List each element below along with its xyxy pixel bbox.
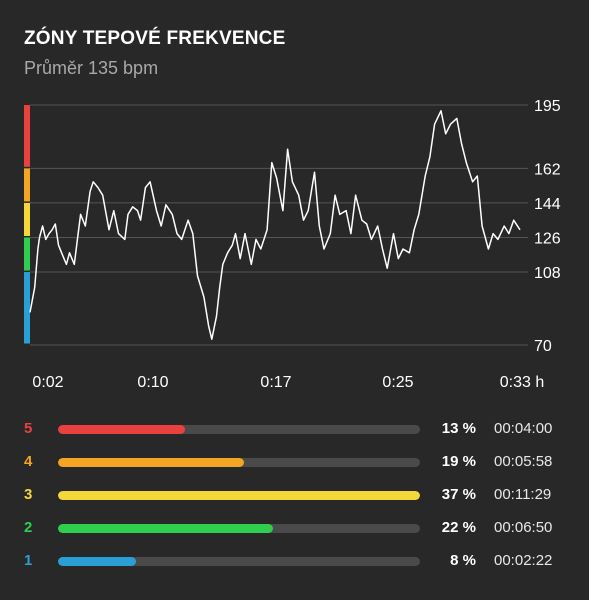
y-tick-label: 70 — [534, 338, 552, 355]
zone-row-2: 2 22 % 00:06:50 — [0, 511, 589, 544]
zone-row-4: 4 19 % 00:05:58 — [0, 445, 589, 478]
zone-progress-track — [58, 557, 420, 566]
zone-row-5: 5 13 % 00:04:00 — [0, 412, 589, 445]
heart-rate-chart: 70 108 126 144 162 195 0:02 0:10 0:17 0:25 0:33 h — [24, 98, 561, 391]
y-tick-label: 108 — [534, 265, 561, 282]
zone-strip-segment-3 — [24, 202, 30, 236]
x-tick-label: 0:10 — [137, 374, 168, 391]
x-tick-label: 0:02 — [32, 374, 63, 391]
zone-progress-fill — [58, 557, 137, 566]
zone-progress-track — [58, 458, 420, 467]
zone-progress-track — [58, 425, 420, 434]
x-tick-label: 0:25 — [382, 374, 413, 391]
zone-row-1: 1 8 % 00:02:22 — [0, 544, 589, 577]
zone-number: 3 — [24, 486, 33, 503]
average-bpm-subtitle: Průměr 135 bpm — [24, 58, 159, 78]
zone-strip-segment-2 — [24, 237, 30, 271]
heart-rate-line — [29, 110, 521, 340]
y-axis-ticks: 70 108 126 144 162 195 — [534, 98, 561, 355]
page-title: ZÓNY TEPOVÉ FREKVENCE — [24, 28, 286, 49]
zone-duration: 00:06:50 — [494, 519, 553, 536]
zone-strip-segment-4 — [24, 168, 30, 202]
zone-number: 2 — [24, 519, 33, 536]
x-tick-label: 0:33 h — [500, 374, 544, 391]
chart-grid — [30, 104, 528, 346]
zone-percent: 19 % — [441, 453, 476, 470]
zone-percent: 8 % — [450, 552, 476, 569]
zone-duration: 00:05:58 — [494, 453, 553, 470]
zone-percent: 37 % — [441, 486, 476, 503]
zone-strip-segment-1 — [24, 272, 30, 344]
zone-progress-fill — [58, 491, 420, 500]
y-tick-label: 162 — [534, 161, 561, 178]
zone-duration: 00:04:00 — [494, 420, 553, 437]
zone-number: 4 — [24, 453, 33, 470]
x-axis-ticks: 0:02 0:10 0:17 0:25 0:33 h — [32, 374, 544, 391]
zone-progress-track — [58, 491, 420, 500]
zone-progress-fill — [58, 425, 186, 434]
zone-duration: 00:11:29 — [494, 486, 552, 503]
zone-duration: 00:02:22 — [494, 552, 553, 569]
y-tick-label: 195 — [534, 98, 561, 115]
zone-progress-fill — [58, 524, 274, 533]
zone-percent: 13 % — [441, 420, 476, 437]
zone-number: 1 — [24, 552, 33, 569]
zone-number: 5 — [24, 420, 33, 437]
zone-color-strip — [24, 105, 30, 344]
y-tick-label: 126 — [534, 230, 561, 247]
zone-progress-track — [58, 524, 420, 533]
zone-strip-segment-5 — [24, 105, 30, 167]
x-tick-label: 0:17 — [260, 374, 291, 391]
zone-percent: 22 % — [441, 519, 476, 536]
zone-progress-fill — [58, 458, 244, 467]
y-tick-label: 144 — [534, 196, 561, 213]
zone-row-3: 3 37 % 00:11:29 — [0, 478, 589, 511]
